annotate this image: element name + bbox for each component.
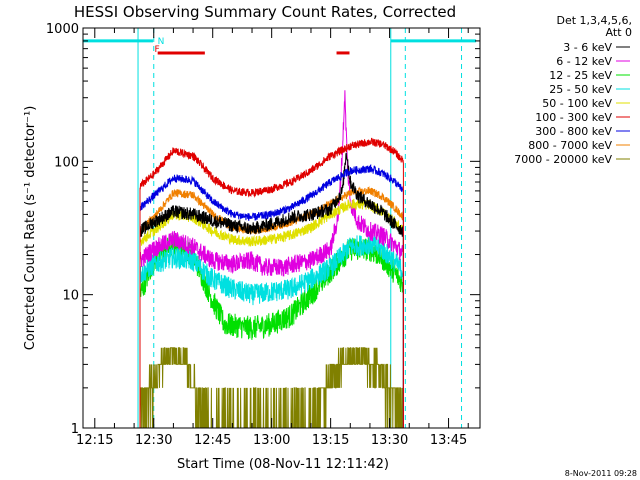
series-line-7000-20000-kev bbox=[139, 347, 404, 429]
status-label-f: F bbox=[155, 45, 160, 55]
legend-label-800-7000-kev: 800 - 7000 keV bbox=[528, 139, 612, 152]
legend-label-3-6-kev: 3 - 6 keV bbox=[563, 41, 612, 54]
series-line-800-7000-kev bbox=[139, 186, 404, 428]
footer-timestamp: 8-Nov-2011 09:28 bbox=[565, 469, 637, 478]
x-axis-ticks: 12:15 12:30 12:45 13:00 13:15 13:30 13:45 bbox=[76, 28, 469, 448]
x-tick-label: 13:45 bbox=[430, 433, 467, 448]
legend-label-25-50-kev: 25 - 50 keV bbox=[549, 83, 612, 96]
y-tick-label: 10 bbox=[62, 289, 79, 304]
legend-label-6-12-kev: 6 - 12 keV bbox=[556, 55, 612, 68]
series-group bbox=[139, 90, 404, 429]
series-line-3-6-kev bbox=[139, 152, 404, 428]
legend-label-300-800-kev: 300 - 800 keV bbox=[535, 125, 612, 138]
y-axis-ticks: 1 10 100 1000 bbox=[46, 22, 480, 437]
vertical-lines bbox=[137, 28, 463, 428]
x-tick-label: 13:15 bbox=[312, 433, 349, 448]
legend-label-7000-20000-kev: 7000 - 20000 keV bbox=[514, 153, 612, 166]
legend-header-line: Det 1,3,4,5,6, bbox=[556, 14, 632, 27]
series-line-6-12-kev bbox=[139, 90, 404, 428]
x-tick-label: 12:30 bbox=[135, 433, 172, 448]
series-line-100-300-kev bbox=[139, 137, 404, 428]
series-line-300-800-kev bbox=[139, 164, 404, 428]
chart-title: HESSI Observing Summary Count Rates, Cor… bbox=[74, 3, 456, 21]
x-axis-label: Start Time (08-Nov-11 12:11:42) bbox=[177, 457, 389, 472]
y-tick-label: 100 bbox=[54, 155, 79, 170]
status-bars: FN bbox=[83, 37, 477, 55]
series-line-25-50-kev bbox=[139, 233, 404, 428]
x-tick-label: 12:45 bbox=[194, 433, 231, 448]
status-label-n: N bbox=[158, 37, 165, 47]
x-tick-label: 13:30 bbox=[371, 433, 408, 448]
plot-frame bbox=[82, 27, 481, 429]
y-axis-label: Corrected Count Rate (s⁻¹ detector⁻¹) bbox=[23, 106, 38, 351]
legend-header-line: Att 0 bbox=[606, 26, 632, 39]
legend-label-100-300-kev: 100 - 300 keV bbox=[535, 111, 612, 124]
y-tick-label: 1 bbox=[71, 422, 79, 437]
x-tick-label: 13:00 bbox=[253, 433, 290, 448]
y-tick-label: 1000 bbox=[46, 22, 79, 37]
x-tick-label: 12:15 bbox=[76, 433, 113, 448]
legend-label-50-100-kev: 50 - 100 keV bbox=[542, 97, 612, 110]
legend-label-12-25-kev: 12 - 25 keV bbox=[549, 69, 612, 82]
series-line-50-100-kev bbox=[139, 198, 404, 428]
